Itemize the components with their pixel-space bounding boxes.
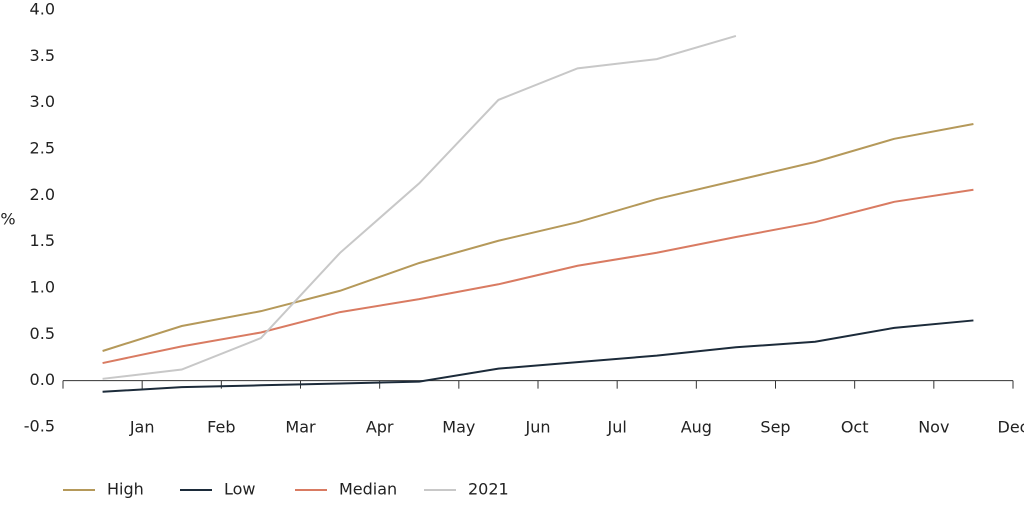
x-tick-label: Mar <box>285 418 316 437</box>
y-axis-label: % <box>0 210 15 229</box>
x-tick-label: Oct <box>841 418 869 437</box>
y-tick-label: -0.5 <box>24 417 55 436</box>
x-tick-label: Jun <box>525 418 551 437</box>
x-tick-label: Jul <box>607 418 627 437</box>
legend-label: 2021 <box>468 480 509 499</box>
x-tick-label: Jan <box>129 418 155 437</box>
line-series <box>102 319 974 393</box>
y-tick-label: 2.0 <box>30 185 55 204</box>
x-tick-label: May <box>442 418 475 437</box>
line-series <box>102 34 737 380</box>
y-tick-label: 1.0 <box>30 278 55 297</box>
y-tick-label: 3.5 <box>30 46 55 65</box>
x-tick-label: Nov <box>918 418 949 437</box>
y-tick-label: 1.5 <box>30 231 55 250</box>
line-series <box>102 188 974 365</box>
x-tick-label: Sep <box>760 418 790 437</box>
y-tick-label: 2.5 <box>30 139 55 158</box>
legend-label: High <box>107 480 144 499</box>
legend-label: Low <box>224 480 256 499</box>
x-tick-label: Feb <box>207 418 235 437</box>
y-tick-label: 4.0 <box>30 0 55 19</box>
y-tick-label: 0.0 <box>30 370 55 389</box>
legend-label: Median <box>339 480 397 499</box>
x-tick-label: Dec <box>998 418 1024 437</box>
x-tick-label: Apr <box>366 418 394 437</box>
line-series <box>102 122 974 352</box>
x-tick-label: Aug <box>681 418 712 437</box>
y-tick-label: 3.0 <box>30 92 55 111</box>
y-tick-label: 0.5 <box>30 324 55 343</box>
